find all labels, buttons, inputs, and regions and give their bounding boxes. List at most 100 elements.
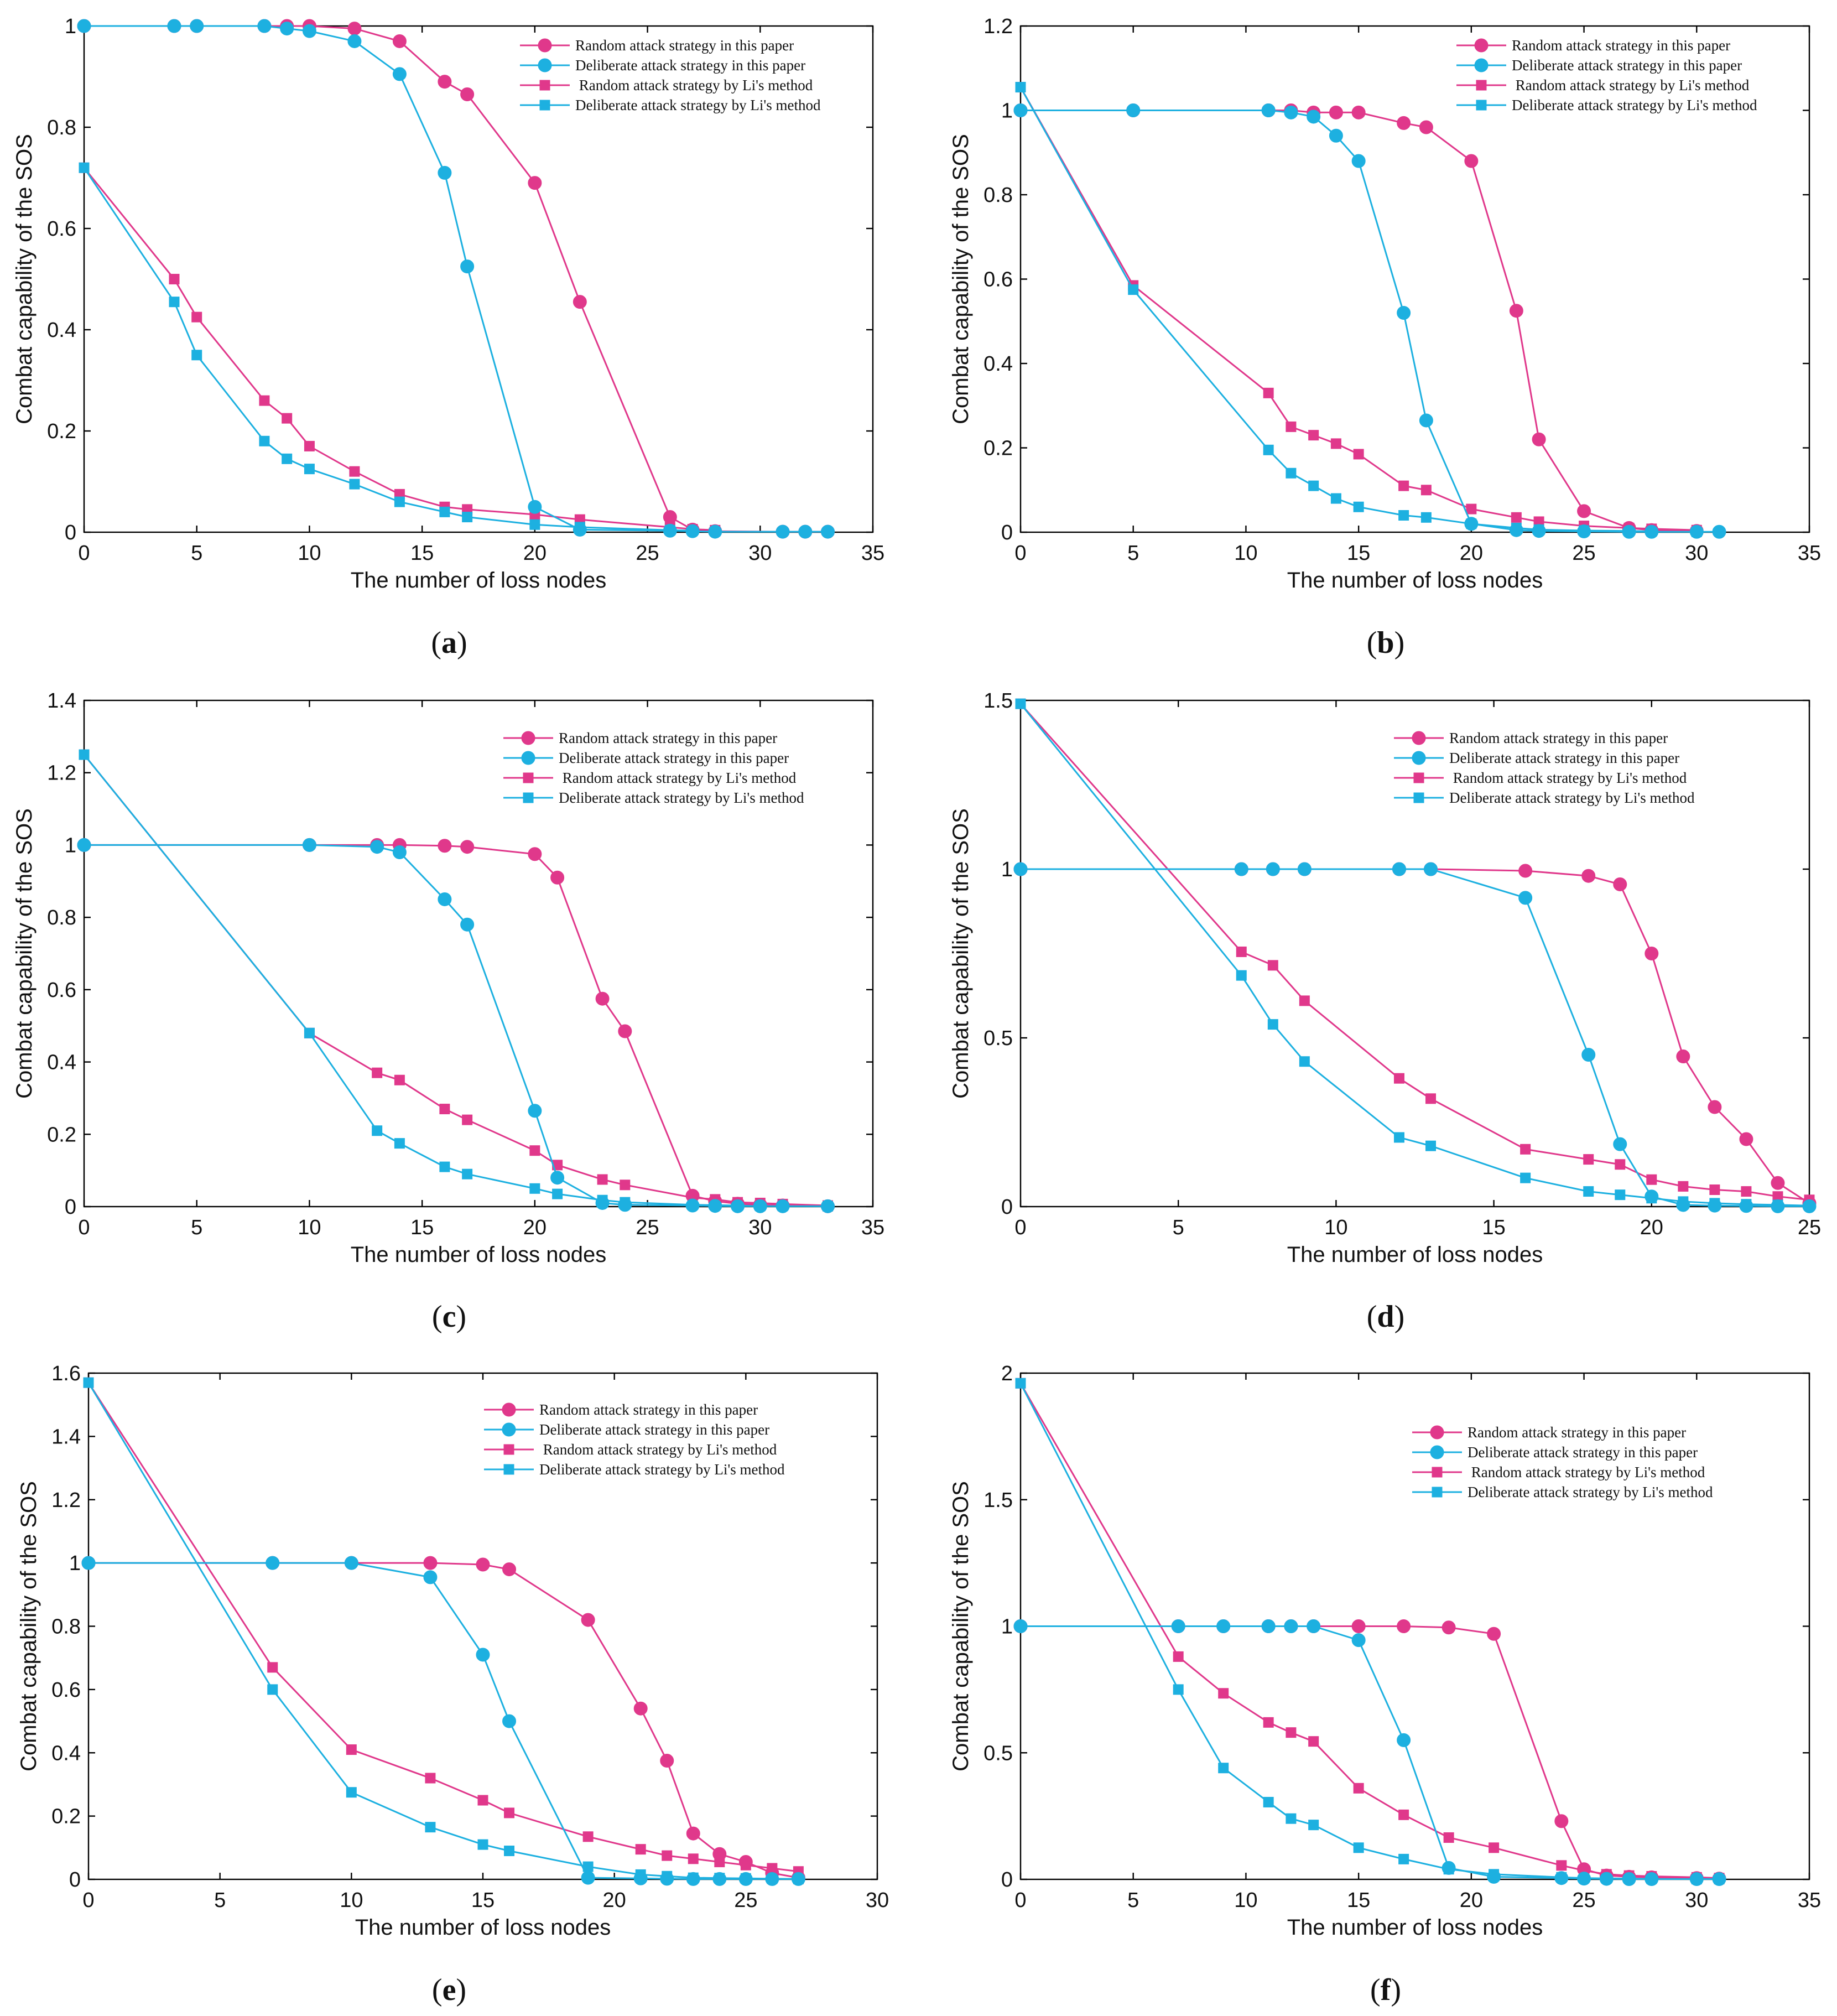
y-tick-label: 0.8 [51,1615,81,1639]
data-point [635,1844,646,1855]
data-point [1266,862,1280,876]
x-tick-label: 15 [471,1889,495,1912]
data-point [167,19,181,33]
x-tick-label: 30 [748,542,772,565]
legend-label: Deliberate attack strategy by Li's metho… [1467,1484,1713,1500]
data-point [1532,524,1546,538]
x-tick-label: 25 [1798,1216,1821,1239]
x-tick-label: 0 [1014,1216,1026,1239]
y-tick-label: 0 [65,521,76,544]
y-tick-label: 0.6 [47,979,76,1002]
data-point [460,259,475,274]
x-tick-label: 20 [603,1889,626,1912]
series-line [83,754,828,1207]
data-point [1646,1174,1657,1185]
data-point [1308,1736,1319,1747]
legend-marker [539,80,550,91]
data-point [502,1562,517,1577]
data-point [439,1104,450,1115]
data-point [191,350,202,361]
data-point [1393,1073,1404,1084]
series-2 [81,1556,805,1886]
y-tick-label: 1 [65,15,76,38]
data-point [1398,480,1409,491]
data-point [1171,1619,1185,1633]
data-point [597,1174,608,1185]
data-point [776,1199,790,1213]
data-point [582,1831,594,1842]
legend-marker [1432,1487,1443,1498]
series-line [1021,868,1809,1207]
data-point [798,524,813,539]
legend-label: Random attack strategy by Li's method [575,77,813,93]
data-point [1581,1048,1596,1062]
data-point [1397,306,1411,320]
panel-label: (f) [1370,1973,1401,2007]
y-tick-label: 0.2 [51,1805,81,1828]
data-point [685,524,700,538]
x-tick-label: 25 [1572,1889,1595,1912]
legend-marker [1430,1445,1444,1459]
data-point [190,19,204,33]
data-point [83,1377,94,1388]
chart-panel-c: 0 5 10 15 20 25 30 35 0 0.2 0.4 0.6 0.8 1 1.2 1.4 The nu… [12,689,884,1267]
data-point [1015,1378,1026,1389]
y-axis-label: Combat capability of the SOS [12,808,37,1099]
data-point [425,1822,436,1833]
data-point [1554,1814,1569,1828]
data-point [1329,128,1343,143]
data-point [394,1074,405,1085]
y-tick-label: 0.4 [47,1051,76,1074]
data-point [477,1839,488,1850]
legend-label: Random attack strategy by Li's method [1449,770,1687,786]
x-tick-label: 10 [1324,1216,1347,1239]
x-tick-label: 25 [1572,542,1595,565]
data-point [460,87,475,102]
legend-marker [1476,100,1487,111]
legend-marker [539,100,550,111]
data-point [1739,1199,1753,1213]
data-point [663,523,677,538]
y-tick-label: 1.2 [51,1489,81,1512]
data-point [266,1556,280,1570]
x-tick-label: 30 [1685,1889,1708,1912]
x-tick-label: 35 [861,542,884,565]
data-point [1583,1186,1594,1197]
data-point [304,1027,315,1038]
series-4 [79,162,721,537]
data-point [1308,1820,1319,1831]
data-point [1709,1184,1720,1195]
data-point [1397,1619,1411,1633]
data-point [280,22,294,36]
data-point [304,464,315,475]
data-point [1284,1619,1298,1633]
data-point [1425,1140,1437,1151]
x-tick-label: 30 [748,1216,772,1239]
data-point [1263,387,1274,398]
y-tick-label: 1 [1001,100,1013,123]
legend-label: Random attack strategy by Li's method [539,1441,777,1458]
y-tick-label: 0.5 [983,1027,1013,1050]
data-point [1398,1809,1409,1820]
data-point [1397,1733,1411,1747]
data-point [662,1850,673,1861]
legend-label: Deliberate attack strategy in this paper [575,57,805,74]
data-point [1613,877,1627,891]
data-point [477,1795,488,1806]
legend-marker [1412,751,1426,765]
data-point [581,1613,595,1627]
x-axis-label: The number of loss nodes [1287,1243,1543,1267]
data-point [1218,1688,1229,1699]
legend: Random attack strategy in this paper Deli… [1412,1424,1713,1500]
data-point [1771,1176,1785,1190]
data-point [439,506,450,517]
data-point [504,1807,515,1818]
y-tick-label: 1.5 [983,1489,1013,1512]
y-tick-label: 0 [69,1868,81,1892]
data-point [1173,1684,1184,1695]
x-tick-label: 0 [82,1889,94,1912]
data-point [257,19,272,33]
series-3 [79,162,721,536]
series-line [1021,110,1697,532]
